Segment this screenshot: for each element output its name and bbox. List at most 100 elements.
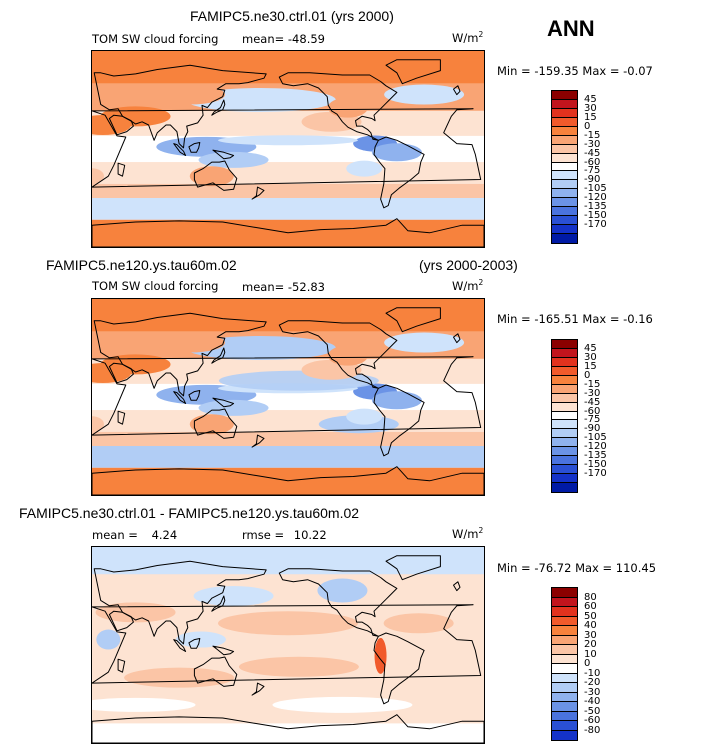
coastline bbox=[92, 108, 482, 188]
coastline bbox=[173, 639, 187, 652]
colorbar-tick-label: -150 bbox=[584, 459, 607, 471]
panel3-rmse-value: 10.22 bbox=[293, 528, 327, 542]
field-region bbox=[374, 637, 387, 674]
coastline bbox=[188, 390, 201, 401]
colorbar-segment bbox=[552, 225, 577, 234]
colorbar-segment bbox=[552, 597, 577, 607]
colorbar-segment bbox=[552, 483, 577, 492]
colorbar-tick-label: 45 bbox=[584, 93, 597, 105]
colorbar-tick-label: -170 bbox=[584, 219, 607, 231]
coastline bbox=[92, 604, 482, 684]
field-band bbox=[92, 547, 484, 743]
colorbar-tick-label: -90 bbox=[584, 423, 601, 435]
field-region bbox=[95, 602, 176, 623]
colorbar-segment bbox=[552, 474, 577, 483]
panel1-colorbar bbox=[551, 90, 578, 244]
colorbar-tick-label: -40 bbox=[584, 696, 601, 707]
colorbar-segment bbox=[552, 340, 577, 349]
field-region bbox=[384, 84, 465, 105]
panel3-mean-value: 4.24 bbox=[151, 528, 178, 542]
coastline bbox=[278, 72, 398, 141]
colorbar-segment bbox=[552, 607, 577, 617]
colorbar-segment bbox=[552, 91, 577, 100]
panel1-map-svg bbox=[92, 51, 484, 247]
panel1-minmax: Min = -159.35 Max = -0.07 bbox=[497, 64, 653, 78]
panel3-rmse-label: rmse = bbox=[242, 528, 285, 542]
coastline bbox=[385, 59, 441, 85]
colorbar-segment bbox=[552, 456, 577, 466]
colorbar-tick-label: -30 bbox=[584, 138, 601, 150]
coastline bbox=[117, 410, 126, 425]
colorbar-tick-label: -135 bbox=[584, 450, 607, 462]
colorbar-tick-label: -20 bbox=[584, 677, 601, 688]
coastline bbox=[92, 714, 484, 743]
coastline bbox=[385, 307, 441, 333]
coastline bbox=[93, 312, 267, 397]
colorbar-tick-label: 10 bbox=[584, 648, 597, 660]
colorbar-segment bbox=[552, 635, 577, 645]
colorbar-tick-label: -10 bbox=[584, 667, 601, 679]
coastline bbox=[453, 85, 461, 96]
field-region bbox=[371, 391, 422, 410]
panel3-rmse: rmse = 10.22 bbox=[242, 528, 327, 542]
field-region bbox=[100, 354, 171, 375]
coastline bbox=[373, 136, 425, 209]
coastline bbox=[251, 434, 265, 448]
colorbar-segment bbox=[552, 702, 577, 712]
field-region bbox=[92, 416, 104, 433]
field-region bbox=[327, 97, 368, 118]
colorbar-segment bbox=[552, 207, 577, 217]
colorbar-segment bbox=[552, 180, 577, 190]
colorbar-segment bbox=[552, 144, 577, 154]
colorbar-segment bbox=[552, 357, 577, 367]
colorbar-segment bbox=[552, 626, 577, 636]
coastline bbox=[92, 218, 484, 247]
colorbar-tick-label: -105 bbox=[584, 183, 607, 195]
coastline bbox=[211, 347, 226, 364]
panel1-units-exp: 2 bbox=[478, 30, 484, 39]
colorbar-tick-label: -105 bbox=[584, 432, 607, 444]
field-region bbox=[384, 332, 465, 353]
colorbar-tick-label: -170 bbox=[584, 468, 607, 480]
coastline bbox=[212, 645, 235, 656]
coastline bbox=[93, 64, 267, 149]
field-region bbox=[92, 697, 196, 712]
panel1-units: W/m2 bbox=[452, 31, 483, 44]
panel2-years: (yrs 2000-2003) bbox=[419, 257, 518, 273]
field-region bbox=[383, 613, 454, 634]
colorbar-tick-label: 60 bbox=[584, 601, 597, 612]
panel2-units-base: W/m bbox=[452, 278, 479, 293]
panel2-mean-value: -52.83 bbox=[287, 280, 325, 294]
coastline bbox=[251, 186, 265, 200]
colorbar-segment bbox=[552, 153, 577, 163]
colorbar-tick-label: -75 bbox=[584, 165, 601, 177]
panel2-minmax: Min = -165.51 Max = -0.16 bbox=[497, 312, 653, 326]
panel3-units-exp: 2 bbox=[478, 526, 484, 535]
colorbar-segment bbox=[552, 402, 577, 412]
field-region bbox=[317, 578, 368, 603]
coastline bbox=[188, 142, 201, 153]
colorbar-segment bbox=[552, 375, 577, 385]
colorbar-tick-label: -60 bbox=[584, 715, 601, 726]
panel2-variable: TOM SW cloud forcing bbox=[92, 279, 219, 293]
field-band bbox=[92, 299, 484, 332]
field-region bbox=[96, 629, 121, 650]
panel3-title: FAMIPC5.ne30.ctrl.01 - FAMIPC5.ne120.ys.… bbox=[19, 505, 360, 521]
field-region bbox=[189, 414, 234, 435]
colorbar-tick-label: -60 bbox=[584, 405, 601, 417]
field-region bbox=[92, 168, 104, 185]
colorbar-segment bbox=[552, 673, 577, 683]
colorbar-tick-label: -30 bbox=[584, 686, 601, 698]
colorbar-segment bbox=[552, 108, 577, 118]
colorbar-segment bbox=[552, 429, 577, 439]
colorbar-tick-label: -90 bbox=[584, 174, 601, 186]
colorbar-tick-label: 15 bbox=[584, 360, 597, 372]
colorbar-tick-label: 50 bbox=[584, 610, 597, 622]
panel3-map bbox=[91, 546, 485, 744]
colorbar-tick-label: 30 bbox=[584, 351, 597, 363]
colorbar-tick-label: -15 bbox=[584, 129, 601, 141]
coastline bbox=[193, 408, 238, 439]
field-band bbox=[92, 219, 484, 247]
coastline bbox=[93, 560, 267, 645]
coastline bbox=[108, 114, 134, 136]
